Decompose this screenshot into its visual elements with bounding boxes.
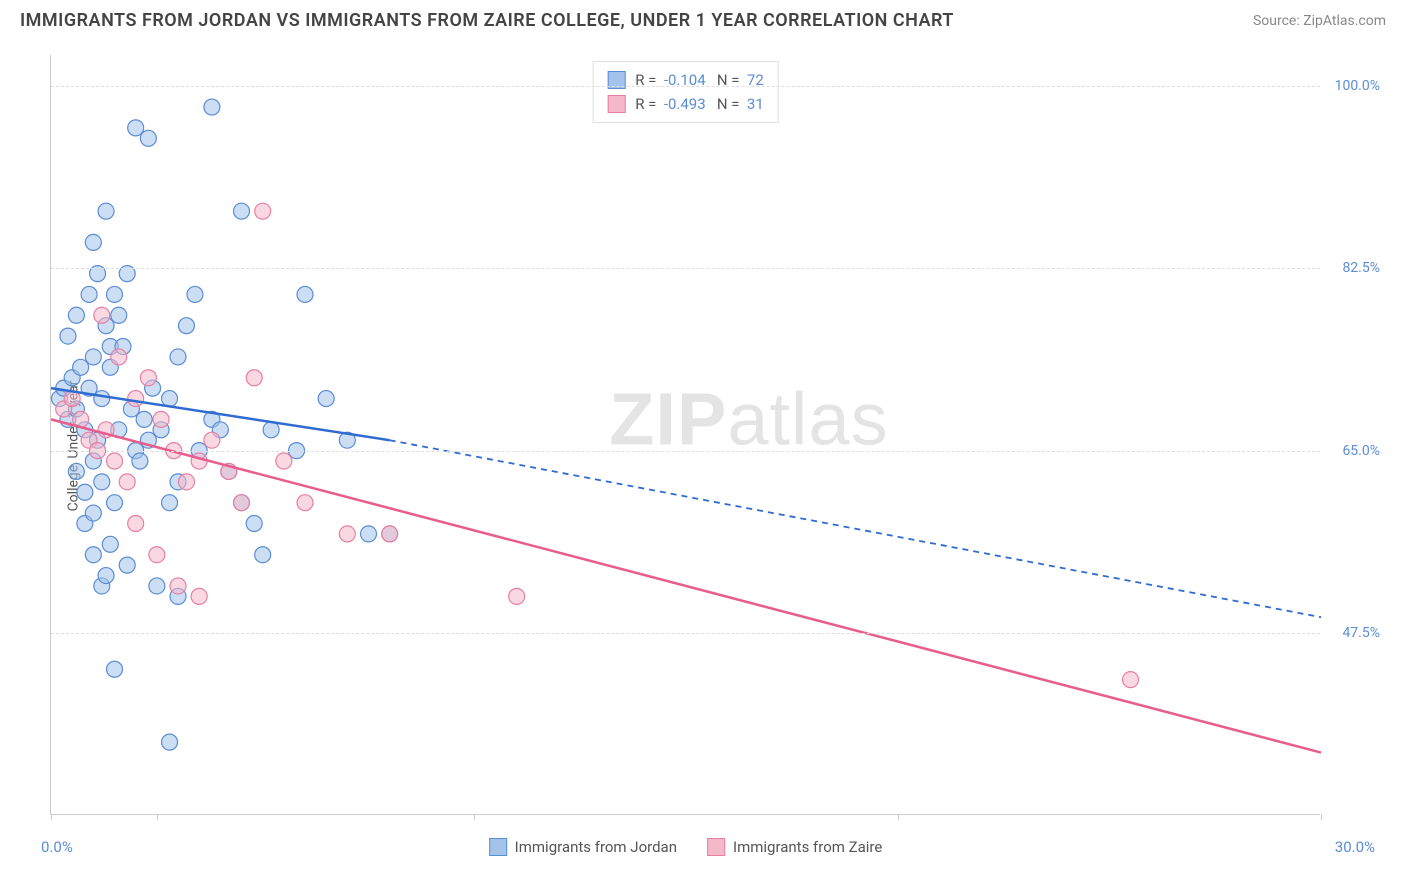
gridline [51, 268, 1320, 269]
data-point [140, 370, 156, 386]
data-point [178, 474, 194, 490]
data-point [204, 432, 220, 448]
data-point [107, 661, 123, 677]
data-point [111, 349, 127, 365]
correlation-legend: R = -0.104 N = 72R = -0.493 N = 31 [592, 61, 779, 123]
data-point [246, 370, 262, 386]
gridline [51, 86, 1320, 87]
data-point [119, 557, 135, 573]
data-point [297, 286, 313, 302]
series-legend: Immigrants from Jordan Immigrants from Za… [489, 838, 883, 856]
data-point [107, 495, 123, 511]
legend-swatch [707, 838, 725, 856]
data-point [111, 307, 127, 323]
data-point [149, 578, 165, 594]
data-point [191, 588, 207, 604]
data-point [94, 391, 110, 407]
data-point [132, 453, 148, 469]
data-point [85, 234, 101, 250]
legend-label: Immigrants from Jordan [515, 838, 677, 856]
trend-line-dashed [390, 440, 1321, 617]
data-point [128, 391, 144, 407]
x-tick [157, 814, 158, 820]
data-point [178, 318, 194, 334]
data-point [234, 203, 250, 219]
data-point [162, 495, 178, 511]
y-tick-label: 100.0% [1335, 78, 1380, 94]
scatter-plot-svg [51, 55, 1320, 814]
data-point [98, 203, 114, 219]
correlation-legend-row: R = -0.104 N = 72 [607, 68, 764, 92]
data-point [94, 307, 110, 323]
data-point [102, 536, 118, 552]
data-point [107, 286, 123, 302]
gridline [51, 633, 1320, 634]
correlation-text: R = -0.493 N = 31 [635, 92, 764, 116]
x-axis-max-label: 30.0% [1335, 838, 1375, 856]
legend-label: Immigrants from Zaire [733, 838, 882, 856]
data-point [234, 495, 250, 511]
y-tick-label: 65.0% [1342, 443, 1380, 459]
y-tick-label: 47.5% [1342, 625, 1380, 641]
data-point [297, 495, 313, 511]
data-point [318, 391, 334, 407]
data-point [1123, 672, 1139, 688]
data-point [149, 547, 165, 563]
data-point [94, 474, 110, 490]
data-point [382, 526, 398, 542]
data-point [98, 568, 114, 584]
data-point [509, 588, 525, 604]
source-label: Source: ZipAtlas.com [1253, 13, 1386, 29]
data-point [162, 391, 178, 407]
data-point [170, 349, 186, 365]
data-point [263, 422, 279, 438]
data-point [140, 130, 156, 146]
x-tick [51, 814, 52, 820]
data-point [339, 526, 355, 542]
legend-item: Immigrants from Jordan [489, 838, 677, 856]
trend-line [51, 419, 1321, 752]
data-point [170, 578, 186, 594]
data-point [68, 463, 84, 479]
chart-title: IMMIGRANTS FROM JORDAN VS IMMIGRANTS FRO… [20, 10, 954, 31]
x-tick [898, 814, 899, 820]
gridline [51, 451, 1320, 452]
data-point [153, 411, 169, 427]
data-point [81, 286, 97, 302]
x-tick [1321, 814, 1322, 820]
data-point [107, 453, 123, 469]
data-point [68, 307, 84, 323]
data-point [276, 453, 292, 469]
chart-plot-area: ZIPatlas R = -0.104 N = 72R = -0.493 N =… [50, 55, 1320, 815]
x-tick [474, 814, 475, 820]
data-point [191, 453, 207, 469]
legend-swatch [489, 838, 507, 856]
correlation-legend-row: R = -0.493 N = 31 [607, 92, 764, 116]
correlation-text: R = -0.104 N = 72 [635, 68, 764, 92]
data-point [119, 474, 135, 490]
x-axis-min-label: 0.0% [41, 838, 73, 856]
data-point [361, 526, 377, 542]
legend-item: Immigrants from Zaire [707, 838, 882, 856]
legend-swatch [607, 95, 625, 113]
data-point [255, 203, 271, 219]
title-bar: IMMIGRANTS FROM JORDAN VS IMMIGRANTS FRO… [0, 0, 1406, 37]
data-point [60, 328, 76, 344]
data-point [85, 505, 101, 521]
data-point [246, 515, 262, 531]
data-point [77, 484, 93, 500]
data-point [128, 515, 144, 531]
y-tick-label: 82.5% [1342, 260, 1380, 276]
data-point [85, 547, 101, 563]
data-point [255, 547, 271, 563]
data-point [204, 99, 220, 115]
data-point [187, 286, 203, 302]
data-point [85, 349, 101, 365]
data-point [162, 734, 178, 750]
